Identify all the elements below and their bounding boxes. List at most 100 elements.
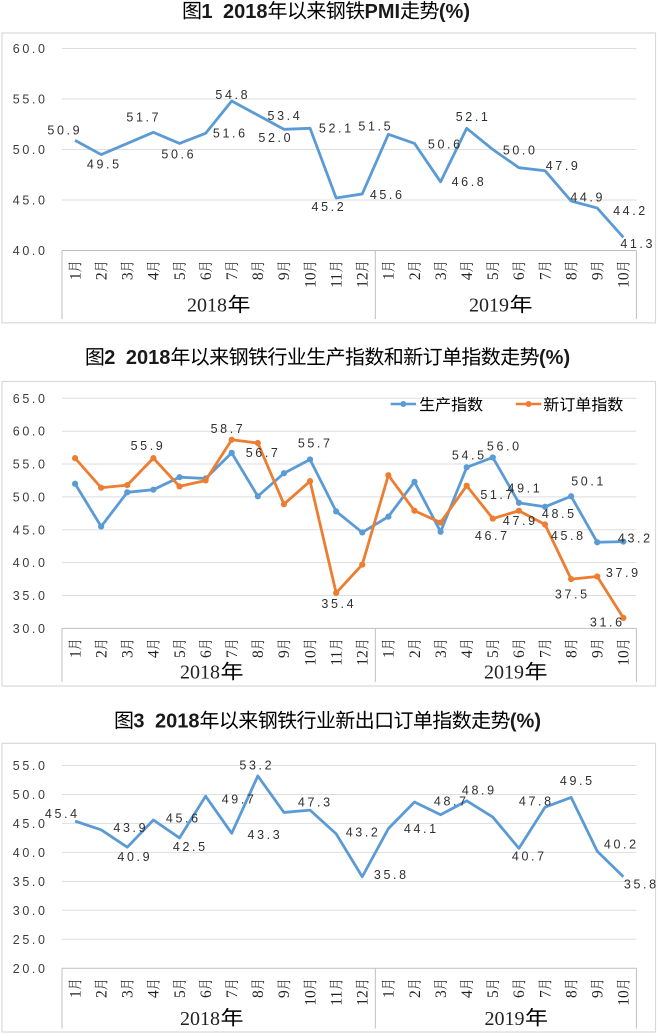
svg-text:2018: 2018	[187, 295, 227, 317]
svg-text:56.7: 56.7	[246, 446, 281, 460]
svg-text:7: 7	[537, 650, 554, 658]
svg-text:1: 1	[67, 272, 84, 280]
svg-text:49.7: 49.7	[222, 792, 257, 806]
svg-text:53.2: 53.2	[239, 758, 274, 772]
svg-text:7: 7	[537, 990, 554, 998]
svg-text:45.0: 45.0	[13, 523, 48, 537]
svg-text:10: 10	[616, 990, 633, 1006]
svg-text:10: 10	[302, 650, 319, 666]
svg-text:55.0: 55.0	[13, 759, 48, 773]
svg-text:51.6: 51.6	[213, 126, 248, 140]
svg-text:3: 3	[120, 272, 137, 280]
svg-text:9: 9	[590, 650, 607, 658]
svg-text:5: 5	[172, 650, 189, 658]
svg-text:50.6: 50.6	[161, 147, 196, 161]
svg-text:2019: 2019	[484, 662, 524, 684]
svg-text:50.6: 50.6	[428, 137, 463, 151]
svg-text:35.0: 35.0	[13, 589, 48, 603]
svg-text:49.1: 49.1	[508, 481, 543, 495]
svg-text:9: 9	[590, 272, 607, 280]
svg-text:53.4: 53.4	[268, 109, 303, 123]
svg-text:43.9: 43.9	[113, 821, 148, 835]
svg-text:6: 6	[511, 650, 528, 658]
svg-text:50.0: 50.0	[13, 788, 48, 802]
svg-text:55.0: 55.0	[13, 93, 48, 107]
svg-text:7: 7	[537, 272, 554, 280]
svg-text:11: 11	[328, 991, 345, 1006]
svg-text:5: 5	[485, 272, 502, 280]
svg-text:9: 9	[276, 272, 293, 280]
svg-text:44.1: 44.1	[404, 822, 439, 836]
svg-text:6: 6	[511, 272, 528, 280]
svg-text:44.2: 44.2	[613, 204, 648, 218]
svg-text:45.8: 45.8	[551, 529, 586, 543]
svg-text:65.0: 65.0	[13, 392, 48, 406]
svg-text:40.2: 40.2	[604, 837, 639, 851]
svg-text:47.9: 47.9	[546, 159, 581, 173]
svg-text:52.1: 52.1	[456, 110, 491, 124]
svg-text:40.0: 40.0	[13, 244, 48, 258]
svg-text:60.0: 60.0	[13, 425, 48, 439]
svg-text:(%): (%)	[510, 711, 541, 733]
svg-text:5: 5	[485, 990, 502, 998]
svg-text:7: 7	[224, 650, 241, 658]
svg-text:3: 3	[120, 990, 137, 998]
svg-text:2: 2	[104, 347, 115, 369]
svg-text:56.0: 56.0	[487, 439, 522, 453]
svg-text:1: 1	[201, 1, 212, 23]
svg-text:1: 1	[381, 990, 398, 998]
svg-text:20.0: 20.0	[13, 962, 48, 976]
svg-text:2: 2	[407, 272, 424, 280]
svg-text:55.9: 55.9	[131, 439, 166, 453]
svg-text:1: 1	[381, 650, 398, 658]
svg-text:10: 10	[302, 272, 319, 288]
svg-text:2018: 2018	[180, 1008, 220, 1030]
svg-text:11: 11	[328, 651, 345, 666]
svg-text:42.5: 42.5	[173, 840, 208, 854]
svg-text:6: 6	[198, 272, 215, 280]
svg-text:31.6: 31.6	[590, 615, 625, 629]
svg-text:51.7: 51.7	[126, 110, 161, 124]
svg-text:45.0: 45.0	[13, 817, 48, 831]
svg-text:7: 7	[224, 272, 241, 280]
svg-text:37.5: 37.5	[555, 587, 590, 601]
svg-text:54.8: 54.8	[215, 88, 250, 102]
svg-text:4: 4	[146, 990, 163, 998]
svg-text:60.0: 60.0	[13, 42, 48, 56]
svg-text:2: 2	[93, 990, 110, 998]
svg-text:50.0: 50.0	[13, 490, 48, 504]
svg-text:45.2: 45.2	[312, 200, 347, 214]
svg-text:48.7: 48.7	[434, 794, 469, 808]
svg-text:54.5: 54.5	[452, 448, 487, 462]
svg-text:5: 5	[172, 990, 189, 998]
svg-text:40.9: 40.9	[117, 850, 152, 864]
svg-text:44.9: 44.9	[570, 190, 605, 204]
svg-text:50.0: 50.0	[503, 144, 538, 158]
svg-text:50.0: 50.0	[13, 143, 48, 157]
svg-text:8: 8	[563, 272, 580, 280]
svg-text:8: 8	[563, 990, 580, 998]
svg-text:30.0: 30.0	[13, 904, 48, 918]
svg-text:7: 7	[224, 990, 241, 998]
svg-text:1: 1	[67, 990, 84, 998]
svg-text:2018: 2018	[126, 347, 171, 369]
svg-text:58.7: 58.7	[211, 422, 246, 436]
svg-text:47.3: 47.3	[298, 795, 333, 809]
svg-text:43.2: 43.2	[618, 531, 653, 545]
svg-text:(%): (%)	[539, 347, 570, 369]
svg-text:6: 6	[198, 650, 215, 658]
svg-text:1: 1	[381, 272, 398, 280]
svg-text:11: 11	[328, 273, 345, 288]
svg-text:48.9: 48.9	[462, 783, 497, 797]
svg-text:5: 5	[172, 272, 189, 280]
svg-text:10: 10	[616, 650, 633, 666]
svg-text:6: 6	[198, 990, 215, 998]
svg-text:2: 2	[93, 650, 110, 658]
svg-text:PMI: PMI	[365, 1, 401, 23]
svg-text:4: 4	[146, 272, 163, 280]
svg-text:46.8: 46.8	[452, 175, 487, 189]
svg-text:37.9: 37.9	[606, 566, 641, 580]
svg-text:3: 3	[433, 272, 450, 280]
svg-text:47.8: 47.8	[519, 794, 554, 808]
svg-text:45.6: 45.6	[370, 188, 405, 202]
